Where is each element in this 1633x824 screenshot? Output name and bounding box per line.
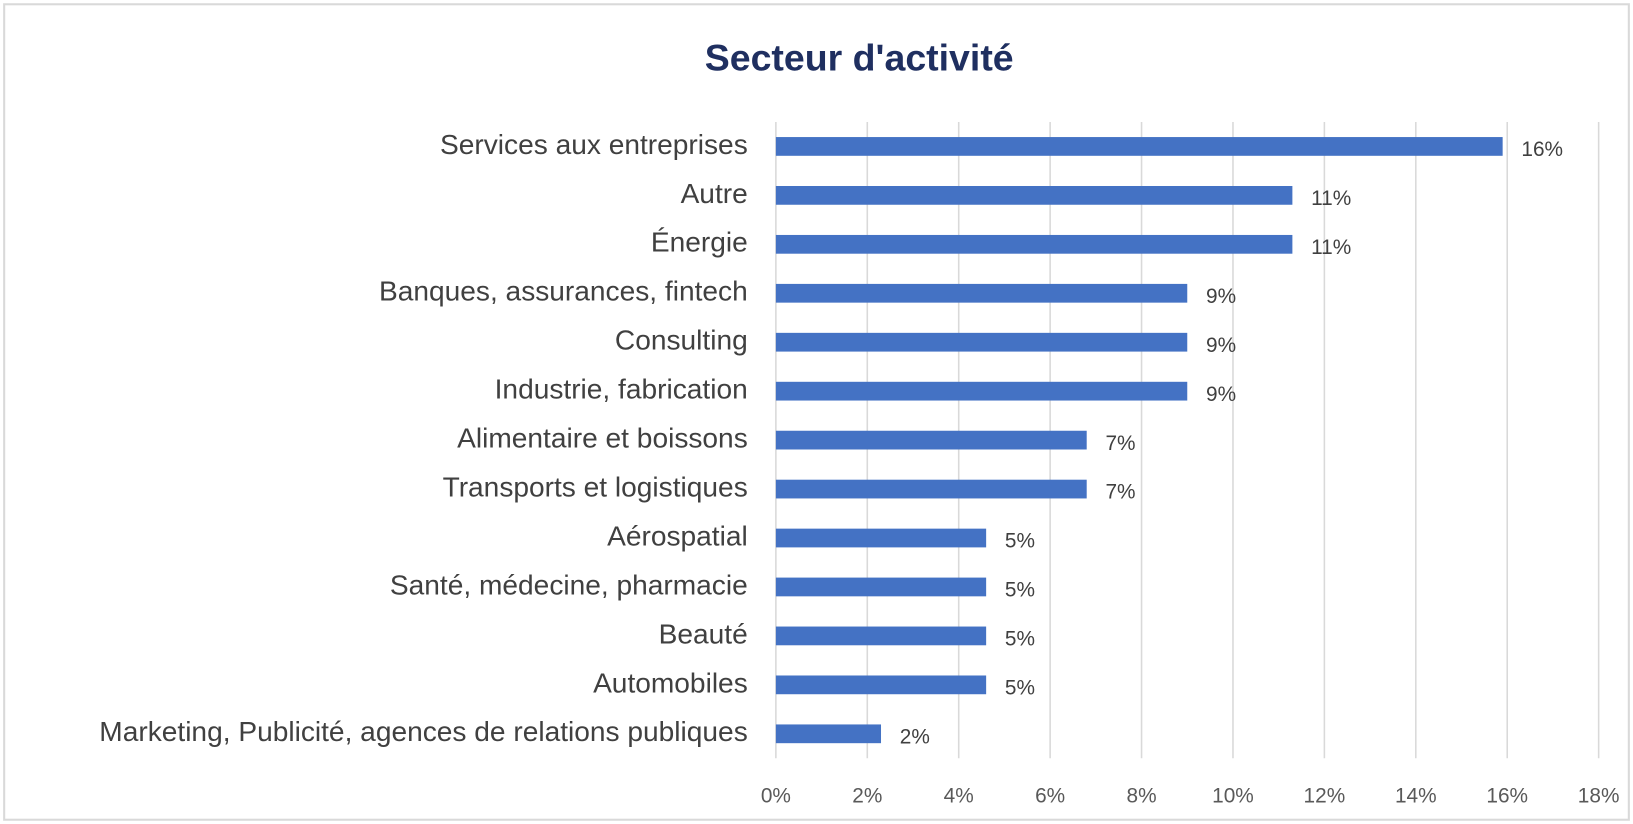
data-label: 11% <box>1311 187 1351 210</box>
x-tick-label: 0% <box>761 784 791 807</box>
data-label: 11% <box>1311 236 1351 259</box>
bar <box>775 479 1087 499</box>
x-tick-label: 8% <box>1127 784 1157 807</box>
bar <box>775 430 1087 450</box>
y-tick-label: Banques, assurances, fintech <box>379 276 748 307</box>
bar <box>775 577 987 597</box>
bar <box>775 528 987 548</box>
y-tick-label: Aérospatial <box>607 520 748 551</box>
x-tick-label: 12% <box>1304 784 1346 807</box>
x-tick-label: 2% <box>852 784 882 807</box>
y-tick-label: Autre <box>681 178 748 209</box>
data-label: 16% <box>1521 138 1563 161</box>
data-label: 2% <box>900 725 930 748</box>
y-tick-label: Services aux entreprises <box>440 129 748 160</box>
x-tick-label: 4% <box>944 784 974 807</box>
bar <box>775 724 882 744</box>
y-tick-label: Alimentaire et boissons <box>457 423 748 454</box>
bar <box>775 186 1293 205</box>
bar <box>775 626 987 646</box>
chart-title: Secteur d'activité <box>705 36 1014 78</box>
bar <box>775 283 1188 303</box>
data-label: 7% <box>1105 481 1135 504</box>
data-label: 5% <box>1005 677 1035 700</box>
y-tick-label: Marketing, Publicité, agences de relatio… <box>99 716 747 747</box>
data-label: 9% <box>1206 285 1236 308</box>
data-label: 9% <box>1206 334 1236 357</box>
data-label: 5% <box>1005 579 1035 602</box>
data-label: 5% <box>1005 628 1035 651</box>
x-tick-label: 18% <box>1578 784 1620 807</box>
bar <box>775 234 1293 254</box>
bar <box>775 137 1503 156</box>
y-tick-label: Transports et logistiques <box>443 471 748 502</box>
data-label: 9% <box>1206 383 1236 406</box>
x-tick-label: 10% <box>1212 784 1254 807</box>
y-tick-label: Automobiles <box>593 667 748 698</box>
x-tick-label: 14% <box>1395 784 1437 807</box>
y-tick-label: Industrie, fabrication <box>495 374 748 405</box>
data-label: 7% <box>1105 432 1135 455</box>
bar <box>775 381 1188 401</box>
y-tick-label: Santé, médecine, pharmacie <box>390 569 748 600</box>
bar <box>775 675 987 695</box>
chart-frame <box>3 3 1630 821</box>
y-tick-label: Consulting <box>615 325 748 356</box>
data-label: 5% <box>1005 530 1035 553</box>
y-tick-label: Énergie <box>651 227 748 258</box>
bar <box>775 332 1188 352</box>
x-tick-label: 16% <box>1486 784 1528 807</box>
y-tick-label: Beauté <box>659 618 748 649</box>
x-tick-label: 6% <box>1035 784 1065 807</box>
